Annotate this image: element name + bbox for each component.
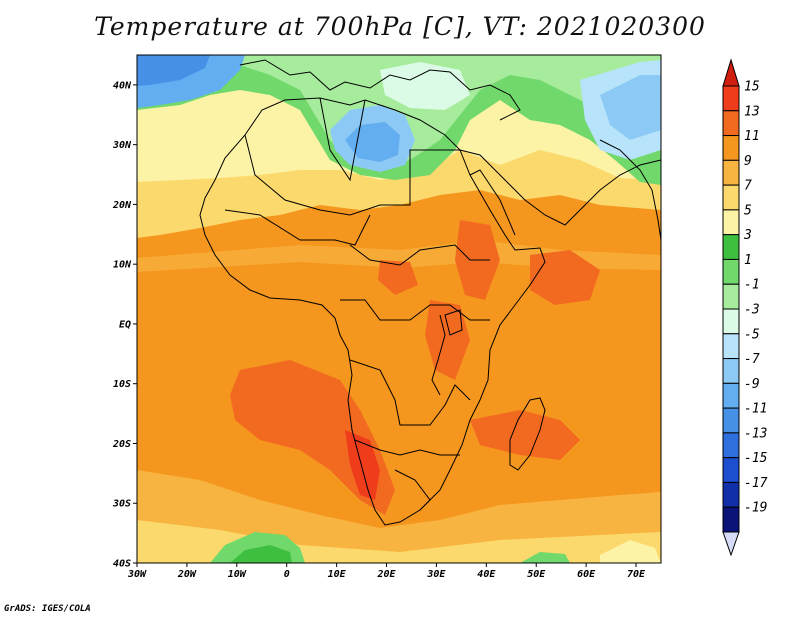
lon-tick-label: 30E [426, 569, 446, 580]
longitude-axis: 30W 20W 10W 0 10E 20E 30E 40E 50E 60E 70E [127, 563, 646, 580]
colorbar-box [722, 135, 740, 161]
colorbar-label: -19 [744, 501, 767, 516]
latitude-axis: 40N 30N 20N 10N EQ 10S 20S 30S 40S [112, 80, 137, 570]
lat-tick-label: 40N [113, 80, 132, 91]
africa-coastline [199, 97, 546, 526]
field-hot-mozambique [470, 410, 580, 460]
colorbar-arrow-bottom [722, 531, 740, 557]
colorbar-label: -5 [744, 327, 760, 342]
temperature-field [137, 55, 661, 563]
colorbar-arrow-top [722, 58, 740, 87]
colorbar-box [722, 333, 740, 360]
colorbar-box [722, 308, 740, 335]
field-hot-sudan [378, 260, 418, 295]
field-south-green-core [230, 545, 292, 563]
colorbar-box [722, 258, 740, 285]
lon-tick-label: 20W [177, 569, 197, 580]
field-hotter-namibia [345, 430, 380, 500]
lon-tick-label: 0 [284, 569, 290, 580]
colorbar-label: -15 [744, 451, 768, 466]
border-southern [354, 439, 460, 456]
field-hot-somalia [530, 250, 600, 305]
field-hot-great-lakes [425, 300, 470, 380]
colorbar-label: 11 [744, 129, 760, 144]
colorbar-box [722, 407, 740, 434]
colorbar-label: 9 [744, 154, 752, 169]
madagascar-coastline [509, 397, 546, 471]
colorbar-box [722, 85, 740, 112]
red-sea-coast [469, 169, 516, 236]
lat-tick-label: 30S [112, 499, 131, 510]
colorbar-label: 13 [744, 104, 760, 119]
lat-tick-label: 20S [112, 439, 131, 450]
colorbar-box [722, 506, 740, 533]
lon-tick-label: 20E [376, 569, 396, 580]
field-south-green-east [520, 552, 570, 563]
colorbar-label: -7 [744, 352, 760, 367]
field-cold-northwest-core [137, 55, 210, 86]
border-equatorial [340, 299, 490, 321]
colorbar-label: -13 [744, 426, 767, 441]
lon-tick-label: 50E [527, 569, 546, 580]
colorbar-label: -3 [744, 303, 760, 318]
coastlines [199, 59, 661, 526]
colorbar-label: 5 [744, 203, 752, 218]
colorbar-label: -9 [744, 377, 760, 392]
colorbar-label: 7 [744, 179, 752, 194]
colorbar-box [722, 184, 740, 211]
colorbar-label: 15 [744, 80, 760, 95]
colorbar-box [722, 283, 740, 310]
colorbar-box [722, 209, 740, 236]
lon-tick-label: 10W [228, 569, 247, 580]
lon-tick-label: 60E [577, 569, 596, 580]
colorbar-label: -1 [744, 278, 760, 293]
field-cold-northeast-core [600, 75, 661, 140]
lat-tick-label: 10N [113, 260, 132, 271]
colorbar-box [722, 481, 740, 508]
colorbar-label: -17 [744, 476, 768, 491]
chart-title: Temperature at 700hPa [C], VT: 202102030… [94, 12, 706, 41]
border-southern-central [349, 359, 471, 426]
lat-tick-label: 30N [112, 140, 132, 151]
map-frame [136, 54, 662, 564]
colorbar-label: 1 [744, 253, 752, 268]
lat-tick-label: 40S [113, 559, 131, 570]
border-central [349, 244, 490, 266]
border-algeria-libya [319, 97, 366, 182]
border-sahel [224, 209, 371, 246]
field-band--1 [137, 55, 661, 170]
lake-victoria [444, 309, 463, 336]
lon-tick-label: 10E [328, 569, 347, 580]
lon-tick-label: 30W [127, 569, 147, 580]
colorbar-label: -11 [744, 402, 767, 417]
field-cold-turkey [380, 62, 470, 110]
arabia-coastline [459, 149, 661, 226]
colorbar-label: 3 [743, 228, 752, 243]
colorbar-box [722, 457, 740, 483]
colorbar-box [722, 110, 740, 137]
lat-tick-label: 10S [113, 379, 131, 390]
colorbar-box [722, 432, 740, 459]
border-south-africa [394, 469, 431, 511]
asia-coastline [599, 139, 661, 241]
lon-tick-label: 40E [477, 569, 496, 580]
colorbar: 15 13 11 9 7 5 3 1 -1 -3 -5 -7 -9 -11 -13 -15 -17 -19 [722, 58, 768, 557]
grads-credit: GrADS: IGES/COLA [4, 604, 91, 614]
europe-coastline [239, 59, 521, 121]
colorbar-box [722, 234, 740, 260]
lat-tick-label: EQ [119, 319, 131, 330]
colorbar-box [722, 358, 740, 384]
field-south-yellow-east [600, 540, 661, 563]
colorbar-box [722, 159, 740, 186]
border-sahara [244, 134, 460, 216]
lat-tick-label: 20N [112, 200, 132, 211]
lon-tick-label: 70E [627, 569, 646, 580]
lake-tanganyika [431, 314, 446, 396]
colorbar-box [722, 382, 740, 409]
